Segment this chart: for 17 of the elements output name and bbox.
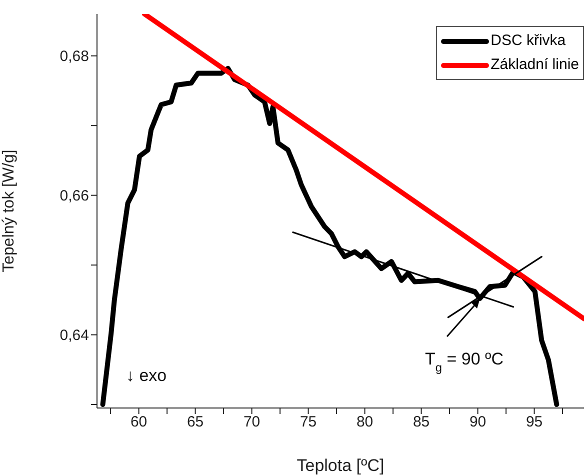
x-tick-label: 70 <box>243 414 260 431</box>
x-tick-label: 75 <box>300 414 317 431</box>
x-tick-label: 85 <box>412 414 430 431</box>
y-axis-title: Tepelný tok [W/g] <box>0 150 18 272</box>
x-tick-label: 60 <box>130 414 148 431</box>
y-tick-label: 0,64 <box>60 327 89 344</box>
y-tick-label: 0,68 <box>60 48 89 66</box>
x-tick-label: 65 <box>186 414 204 431</box>
x-tick-label: 90 <box>469 414 486 431</box>
x-tick-label: 95 <box>526 414 543 431</box>
x-axis-title: Teplota [ºC] <box>296 456 384 475</box>
annotation: T$_{g}$ = 90 ºC <box>425 350 504 375</box>
y-tick-label: 0,66 <box>60 188 89 205</box>
x-tick-label: 80 <box>356 414 374 431</box>
legend-label: DSC křivka <box>490 31 566 51</box>
annotation: ↓ exo <box>126 366 167 386</box>
legend-label: Základní linie <box>490 55 579 75</box>
